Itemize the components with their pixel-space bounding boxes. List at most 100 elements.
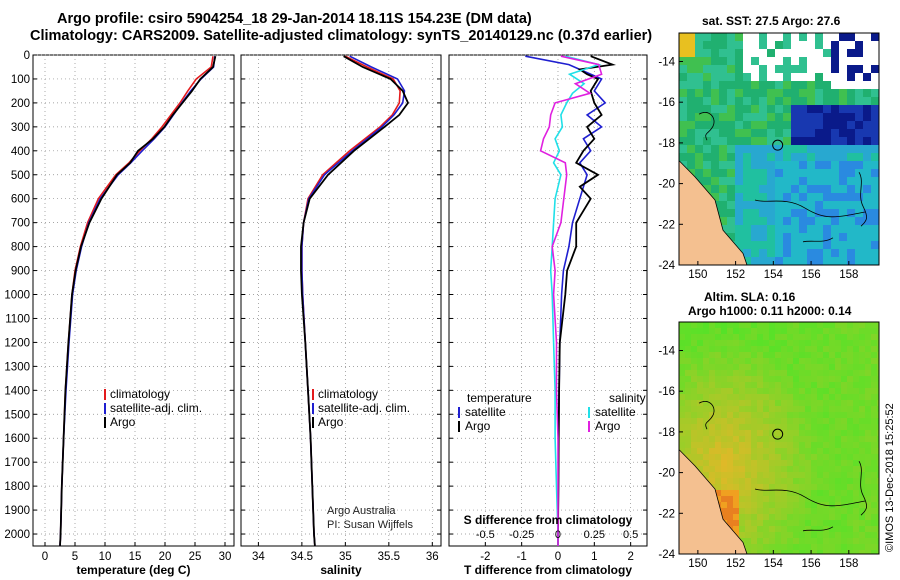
map-cell [815,217,823,225]
map-cell [787,460,793,466]
map-cell [799,129,807,137]
map-cell [727,177,735,185]
map-cell [865,370,871,376]
map-cell [759,137,767,145]
map-cell [871,33,879,41]
reef-contour [698,401,715,430]
map-cell [859,550,865,554]
map-cell [691,358,697,364]
map-cell [703,382,709,388]
map-cell [691,388,697,394]
map-cell [835,496,841,502]
map-cell [781,442,787,448]
map-cell [719,193,727,201]
map-cell [757,448,763,454]
map-cell [703,460,709,466]
map-cell [815,57,823,65]
map-cell [767,145,775,153]
map-cell [757,496,763,502]
map-cell [829,370,835,376]
map-cell [793,496,799,502]
map-cell [691,394,697,400]
map-cell [679,400,685,406]
map-cell [841,436,847,442]
map-cell [793,514,799,520]
map-cell [853,418,859,424]
map-cell [687,105,695,113]
map-cell [841,454,847,460]
map-cell [719,201,727,209]
sst-map-title: sat. SST: 27.5 Argo: 27.6 [702,14,841,28]
map-cell [721,358,727,364]
map-cell [781,460,787,466]
map-cell [695,153,703,161]
map-cell [733,388,739,394]
map-cell [877,442,879,448]
map-cell [811,532,817,538]
map-cell [859,436,865,442]
map-cell [697,436,703,442]
map-cell [685,400,691,406]
map-cell [787,328,793,334]
map-cell [839,81,847,89]
map-field [679,33,879,265]
map-cell [811,364,817,370]
map-cell [739,526,745,532]
map-cell [817,496,823,502]
legend-label: satellite [465,405,506,419]
map-cell [799,41,807,49]
map-cell [759,65,767,73]
map-cell [847,328,853,334]
map-cell [735,137,743,145]
map-cell [807,121,815,129]
map-cell [697,382,703,388]
map-cell [787,418,793,424]
map-cell [709,394,715,400]
map-cell [739,322,745,328]
map-cell [817,322,823,328]
map-cell [743,185,751,193]
map-cell [783,57,791,65]
map-cell [815,177,823,185]
map-cell [847,81,855,89]
map-cell [787,424,793,430]
map-cell [807,161,815,169]
map-cell [815,65,823,73]
map-cell [739,346,745,352]
map-cell [841,466,847,472]
map-cell [841,442,847,448]
map-cell [877,370,879,376]
map-cell [863,201,871,209]
map-cell [835,430,841,436]
map-cell [763,370,769,376]
map-cell [679,33,687,41]
map-cell [841,478,847,484]
map-cell [839,49,847,57]
map-cell [727,334,733,340]
map-cell [733,376,739,382]
map-cell [855,121,863,129]
map-cell [799,185,807,193]
map-cell [799,466,805,472]
map-cell [727,73,735,81]
map-cell [757,322,763,328]
map-cell [739,448,745,454]
map-cell [863,129,871,137]
map-cell [685,334,691,340]
map-cell [823,388,829,394]
map-cell [783,145,791,153]
map-cell [775,145,783,153]
map-cell [831,129,839,137]
map-cell [807,81,815,89]
map-cell [745,424,751,430]
map-cell [775,496,781,502]
map-cell [739,424,745,430]
map-cell [799,412,805,418]
map-cell [767,161,775,169]
map-cell [733,364,739,370]
series-line-argo [59,56,217,547]
map-cell [829,394,835,400]
map-cell [847,448,853,454]
map-cell [831,201,839,209]
map-x-tick-label: 156 [801,269,820,281]
